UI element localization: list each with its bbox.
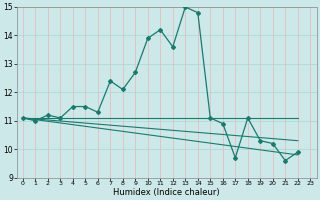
X-axis label: Humidex (Indice chaleur): Humidex (Indice chaleur)	[113, 188, 220, 197]
